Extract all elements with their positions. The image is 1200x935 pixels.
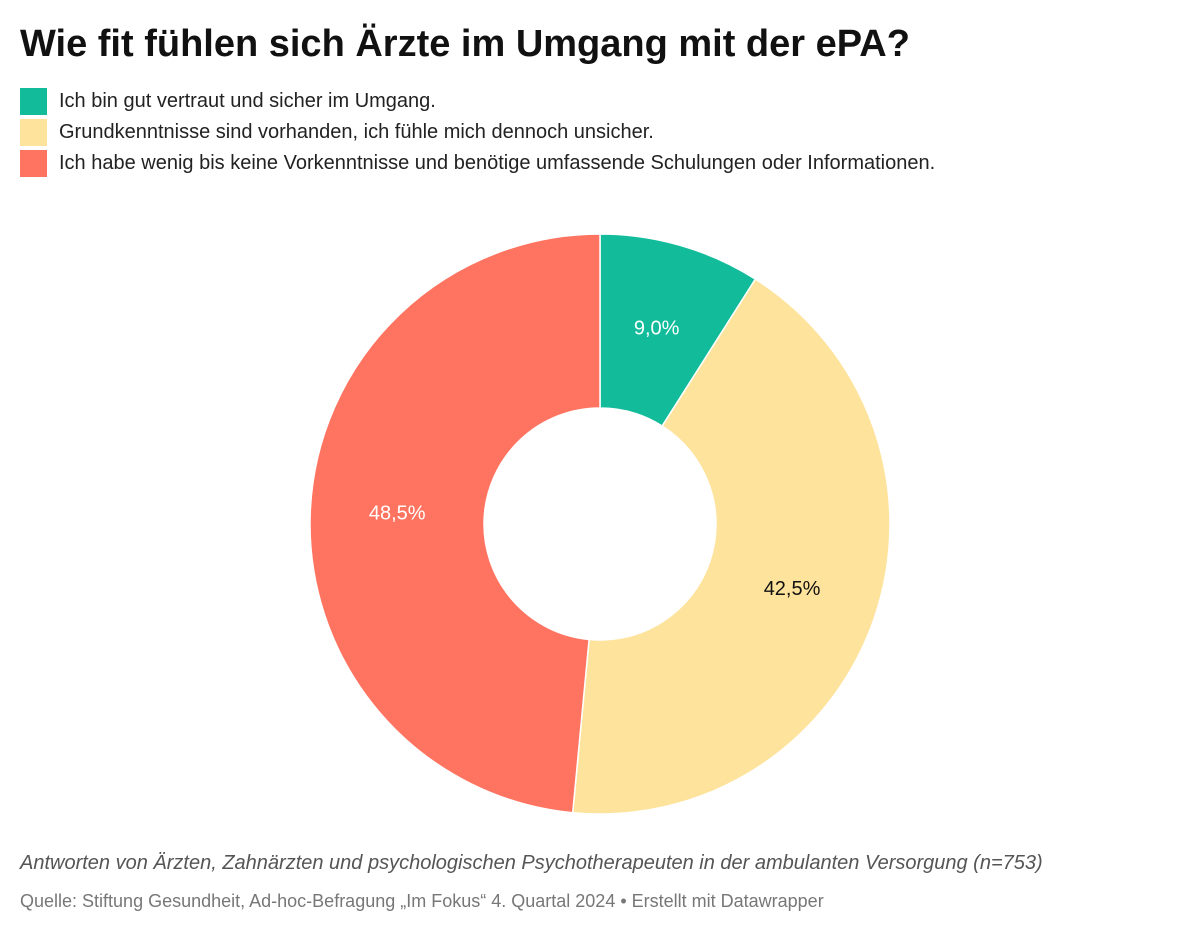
slice-label-grundkenntnisse: 42,5% [764, 578, 821, 600]
legend-swatch-vertraut [20, 88, 47, 115]
slice-keine-vorkenntnisse [309, 233, 601, 814]
slice-label-keine-vorkenntnisse: 48,5% [369, 503, 426, 525]
legend-item-keine-vorkenntnisse: Ich habe wenig bis keine Vorkenntnisse u… [20, 148, 935, 179]
slice-grundkenntnisse [571, 278, 891, 815]
chart-note: Antworten von Ärzten, Zahnärzten und psy… [20, 852, 1043, 874]
legend-swatch-keine-vorkenntnisse [20, 150, 47, 177]
legend-item-grundkenntnisse: Grundkenntnisse sind vorhanden, ich fühl… [20, 117, 935, 148]
legend: Ich bin gut vertraut und sicher im Umgan… [20, 86, 935, 179]
chart-title: Wie fit fühlen sich Ärzte im Umgang mit … [20, 23, 910, 65]
legend-label-vertraut: Ich bin gut vertraut und sicher im Umgan… [59, 90, 436, 112]
legend-label-grundkenntnisse: Grundkenntnisse sind vorhanden, ich fühl… [59, 121, 654, 143]
legend-swatch-grundkenntnisse [20, 119, 47, 146]
slice-label-vertraut: 9,0% [634, 317, 680, 339]
legend-label-keine-vorkenntnisse: Ich habe wenig bis keine Vorkenntnisse u… [59, 152, 936, 174]
legend-item-vertraut: Ich bin gut vertraut und sicher im Umgan… [20, 86, 935, 117]
source-line: Quelle: Stiftung Gesundheit, Ad-hoc-Befr… [20, 891, 824, 911]
